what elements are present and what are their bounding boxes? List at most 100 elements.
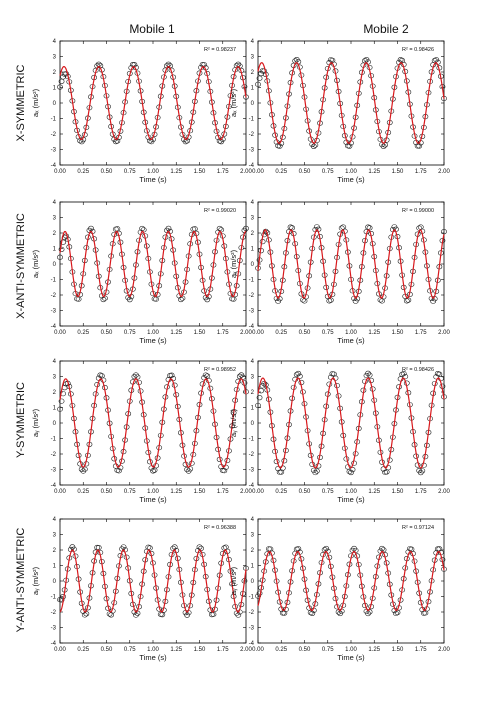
- y-tick-label: 4: [251, 359, 255, 365]
- x-tick-label: 1.25: [170, 489, 182, 495]
- r-squared-label: R² = 0.98426: [402, 367, 434, 373]
- data-point: [63, 71, 70, 77]
- y-axis-label: aₓ (m/s²): [31, 88, 40, 117]
- x-tick-label: 0.25: [77, 647, 89, 653]
- y-axis-label: aᵧ (m/s²): [229, 566, 238, 595]
- data-point: [349, 467, 356, 473]
- y-tick-label: 2: [251, 390, 255, 396]
- data-point: [348, 469, 354, 476]
- data-point: [187, 466, 194, 472]
- x-tick-label: 0.75: [322, 330, 334, 336]
- y-tick-label: 4: [53, 359, 57, 365]
- data-point: [202, 372, 209, 378]
- data-point: [310, 143, 317, 149]
- y-tick-label: -2: [51, 132, 57, 138]
- data-point: [145, 544, 152, 550]
- y-tick-label: 0: [53, 579, 57, 585]
- data-point: [78, 466, 85, 472]
- y-tick-label: -1: [249, 117, 255, 123]
- x-axis-label: Time (s): [139, 175, 167, 184]
- y-tick-label: 2: [251, 231, 255, 237]
- y-tick-label: 0: [251, 101, 255, 107]
- x-tick-label: 0.50: [101, 489, 113, 495]
- y-tick-label: -3: [51, 309, 57, 315]
- x-tick-label: 1.00: [345, 330, 357, 336]
- data-point: [204, 297, 211, 303]
- data-point: [365, 224, 371, 230]
- data-point: [323, 545, 330, 552]
- x-tick-label: 1.25: [170, 330, 182, 336]
- data-point: [216, 225, 223, 232]
- x-tick-label: 0.50: [299, 489, 311, 495]
- x-tick-label: 1.25: [368, 489, 380, 495]
- data-point: [276, 143, 283, 149]
- fit-line: [257, 62, 445, 144]
- data-point: [295, 546, 302, 552]
- x-tick-label: 1.75: [415, 169, 427, 175]
- y-tick-label: -1: [249, 278, 255, 284]
- y-tick-label: -2: [249, 452, 255, 458]
- y-tick-label: -3: [51, 148, 57, 154]
- x-tick-label: 0.00: [54, 647, 66, 653]
- x-tick-label: 1.00: [147, 330, 159, 336]
- x-tick-label: 0.00: [54, 169, 66, 175]
- r-squared-label: R² = 0.98952: [204, 367, 236, 373]
- data-point: [58, 246, 65, 252]
- data-point: [58, 597, 65, 603]
- x-tick-label: 1.75: [217, 489, 229, 495]
- data-point: [256, 590, 263, 596]
- y-tick-label: 2: [53, 390, 57, 396]
- y-axis-label: aₓ (m/s²): [31, 249, 40, 278]
- row-label-x-anti-symmetric: X-ANTI-SYMMETRIC: [15, 213, 27, 319]
- x-tick-label: 2.00: [438, 647, 450, 653]
- y-tick-label: 3: [53, 375, 57, 381]
- data-point: [293, 371, 300, 378]
- y-tick-label: -1: [249, 595, 255, 601]
- x-axis-label: Time (s): [139, 653, 167, 662]
- x-tick-label: 1.00: [147, 647, 159, 653]
- x-tick-label: 1.00: [147, 169, 159, 175]
- y-tick-label: 3: [53, 55, 57, 61]
- x-tick-label: 0.50: [299, 169, 311, 175]
- data-point: [256, 75, 263, 81]
- x-tick-label: 1.50: [194, 169, 206, 175]
- y-tick-label: 2: [251, 70, 255, 76]
- y-tick-label: 3: [251, 55, 255, 61]
- column-title-mobile-2: Mobile 2: [363, 22, 409, 36]
- y-tick-label: 0: [251, 262, 255, 268]
- y-axis-label: aₓ (m/s²): [229, 88, 238, 117]
- r-squared-label: R² = 0.97124: [402, 525, 434, 531]
- data-point: [278, 469, 285, 475]
- data-point: [236, 373, 243, 379]
- r-squared-label: R² = 0.98426: [402, 47, 434, 53]
- y-tick-label: 1: [53, 247, 57, 253]
- x-tick-label: 0.50: [299, 647, 311, 653]
- row-label-x-symmetric: X-SYMMETRIC: [15, 64, 27, 141]
- y-tick-label: -3: [51, 468, 57, 474]
- data-point: [346, 468, 353, 475]
- y-tick-label: -1: [249, 437, 255, 443]
- data-point: [221, 468, 228, 474]
- x-tick-label: 1.75: [217, 647, 229, 653]
- x-tick-label: 0.00: [252, 647, 264, 653]
- x-tick-label: 1.25: [170, 647, 182, 653]
- data-point: [255, 402, 261, 409]
- fit-line: [257, 229, 445, 299]
- y-tick-label: -2: [249, 132, 255, 138]
- x-axis-label: Time (s): [139, 336, 167, 345]
- y-tick-label: -2: [51, 452, 57, 458]
- data-point: [58, 398, 65, 404]
- y-tick-label: -4: [249, 163, 255, 169]
- row-label-y-symmetric: Y-SYMMETRIC: [15, 382, 27, 458]
- data-point: [239, 374, 246, 380]
- y-tick-label: 0: [251, 421, 255, 427]
- x-tick-label: 1.75: [415, 647, 427, 653]
- data-point: [171, 544, 178, 550]
- data-point: [57, 84, 63, 90]
- x-tick-label: 0.25: [77, 169, 89, 175]
- x-tick-label: 1.25: [368, 169, 380, 175]
- data-point: [139, 225, 146, 232]
- x-tick-label: 1.50: [194, 489, 206, 495]
- y-tick-label: -3: [249, 148, 255, 154]
- column-title-mobile-1: Mobile 1: [129, 22, 175, 36]
